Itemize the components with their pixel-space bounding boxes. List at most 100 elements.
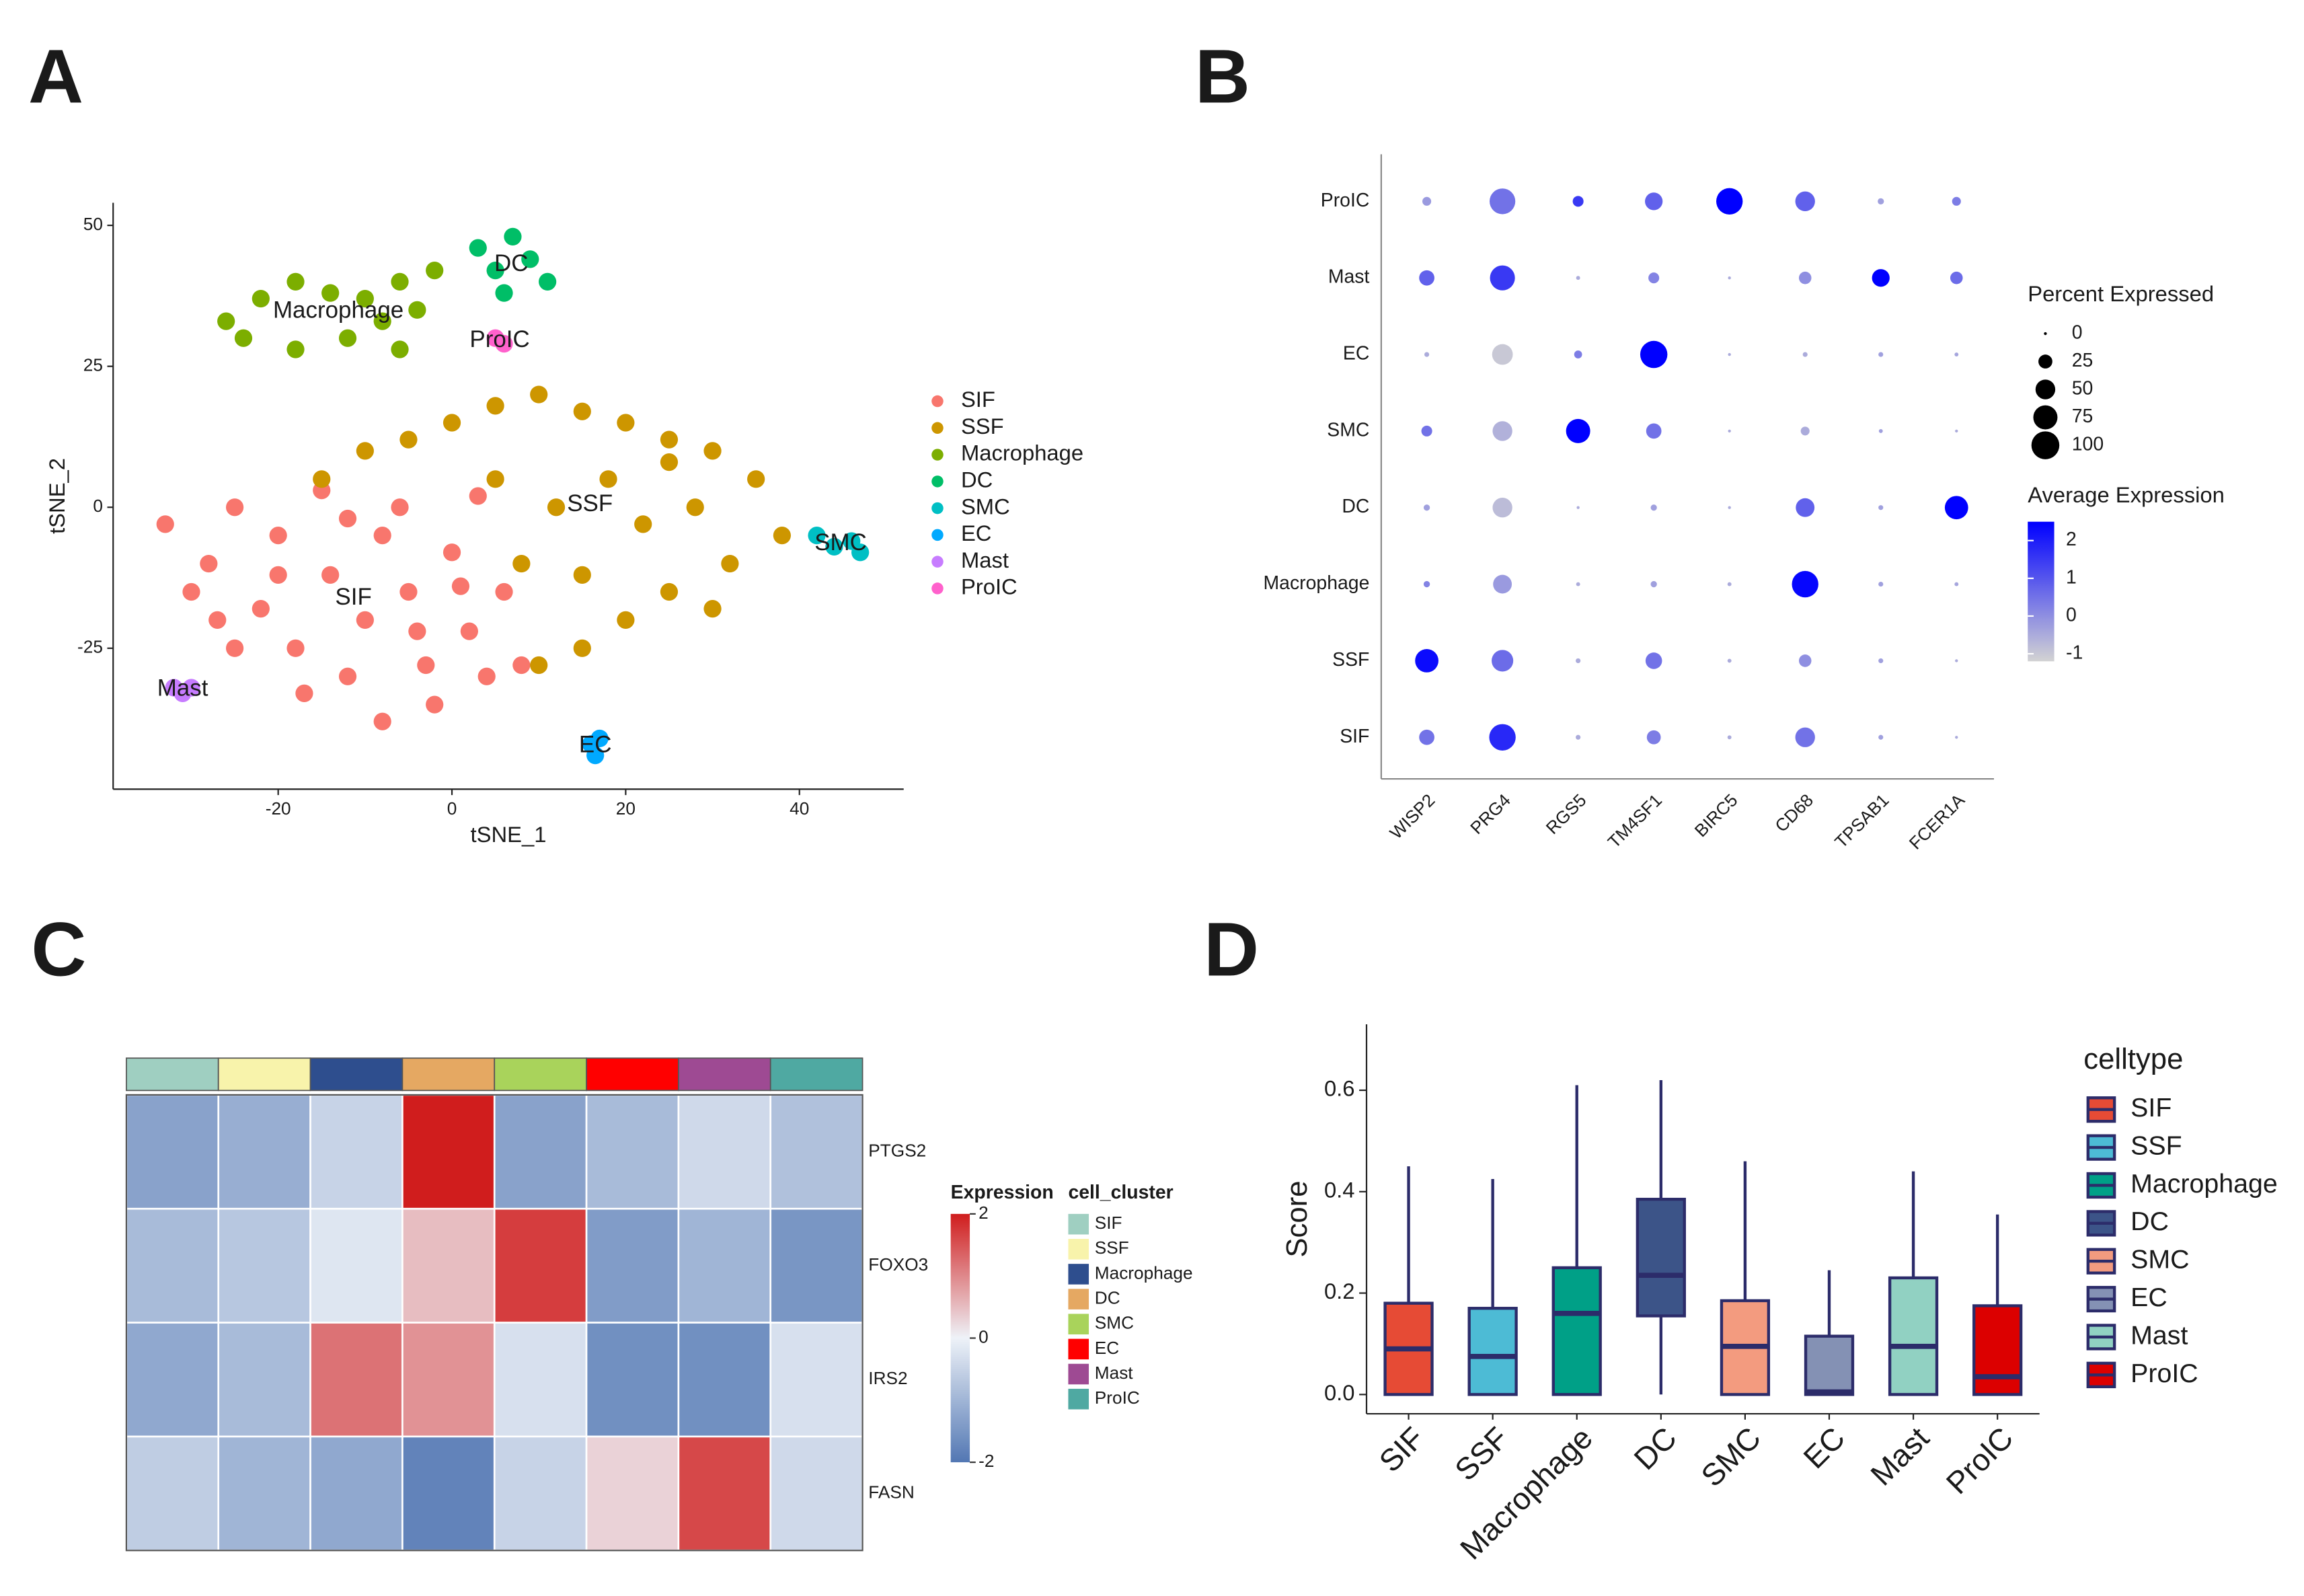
color-tick-label: 2 bbox=[2066, 529, 2077, 550]
point bbox=[460, 622, 478, 640]
heat-cell bbox=[677, 1094, 772, 1210]
legend-label: Mast bbox=[961, 547, 1009, 572]
annotation-cell bbox=[769, 1057, 863, 1092]
point bbox=[156, 515, 174, 533]
point bbox=[530, 656, 548, 675]
heat-cell bbox=[125, 1094, 220, 1210]
y-tick-label: -25 bbox=[77, 637, 103, 657]
dot bbox=[1415, 649, 1438, 673]
y-tick-label: 0.4 bbox=[1324, 1177, 1355, 1202]
dot bbox=[1566, 418, 1590, 443]
heat-cell bbox=[493, 1094, 588, 1210]
point bbox=[356, 611, 374, 630]
annotation-swatch bbox=[1068, 1264, 1089, 1285]
annotation-cell bbox=[401, 1057, 496, 1092]
point bbox=[182, 679, 200, 697]
legend-label: DC bbox=[2130, 1207, 2169, 1236]
cluster-label: SMC bbox=[814, 529, 867, 556]
cluster-label: Macrophage bbox=[273, 297, 404, 324]
point bbox=[808, 527, 826, 545]
dot bbox=[1954, 352, 1959, 356]
point bbox=[573, 639, 591, 657]
dot bbox=[1878, 505, 1884, 510]
dot bbox=[1727, 658, 1732, 663]
dot bbox=[1727, 582, 1732, 586]
box bbox=[1636, 1197, 1686, 1318]
legend-label: SIF bbox=[961, 387, 995, 412]
y-tick-label: 0.6 bbox=[1324, 1076, 1355, 1101]
heat-cell bbox=[677, 1207, 772, 1324]
legend-swatch bbox=[931, 582, 944, 595]
point bbox=[443, 543, 461, 562]
dot bbox=[1878, 352, 1884, 357]
point bbox=[504, 227, 522, 245]
point bbox=[234, 329, 253, 347]
heat-cell bbox=[125, 1207, 220, 1324]
row-label: SMC bbox=[1327, 419, 1369, 441]
legend-label: EC bbox=[2130, 1283, 2167, 1312]
size-legend-dot bbox=[2044, 332, 2047, 336]
point bbox=[660, 430, 679, 449]
dot bbox=[1878, 658, 1884, 664]
size-legend-title: Percent Expressed bbox=[2028, 281, 2214, 306]
dot bbox=[1646, 423, 1662, 439]
panel-letter: D bbox=[1204, 907, 1259, 992]
point bbox=[469, 487, 487, 505]
point bbox=[477, 667, 496, 685]
point bbox=[321, 566, 340, 584]
point bbox=[295, 684, 313, 702]
cluster-label: EC bbox=[579, 731, 612, 757]
legend-label: SIF bbox=[2130, 1093, 2172, 1123]
point bbox=[373, 527, 391, 545]
x-axis-title: tSNE_1 bbox=[471, 822, 547, 847]
row-label: IRS2 bbox=[868, 1368, 907, 1388]
heat-cell bbox=[493, 1435, 588, 1552]
annotation-swatch bbox=[1068, 1338, 1089, 1360]
annotation-legend-label: Macrophage bbox=[1095, 1262, 1193, 1283]
dot bbox=[1576, 658, 1581, 664]
dot bbox=[1492, 650, 1514, 672]
legend-swatch bbox=[931, 502, 944, 515]
dot bbox=[1490, 265, 1515, 291]
point bbox=[495, 582, 513, 601]
point bbox=[573, 566, 591, 584]
point bbox=[356, 442, 374, 460]
box bbox=[1972, 1304, 2023, 1396]
color-bar bbox=[2028, 521, 2055, 662]
point bbox=[521, 250, 539, 268]
x-tick-label: -20 bbox=[266, 798, 291, 819]
legend-swatch bbox=[931, 422, 944, 434]
heat-cell bbox=[769, 1322, 863, 1438]
point bbox=[825, 537, 843, 556]
dot bbox=[1492, 344, 1513, 365]
x-tick-label: 20 bbox=[616, 798, 636, 819]
annotation-swatch bbox=[1068, 1213, 1089, 1235]
legend-label: Macrophage bbox=[961, 441, 1083, 465]
annotation-cell bbox=[678, 1057, 771, 1092]
box bbox=[1467, 1307, 1518, 1396]
point bbox=[252, 289, 270, 308]
point bbox=[217, 312, 235, 330]
heat-cell bbox=[677, 1435, 772, 1552]
point bbox=[703, 442, 722, 460]
dot bbox=[1798, 654, 1812, 667]
dot bbox=[1650, 504, 1657, 511]
point bbox=[225, 498, 244, 517]
color-legend-title: Average Expression bbox=[2028, 482, 2225, 507]
row-label: FASN bbox=[868, 1482, 914, 1503]
dot bbox=[1878, 198, 1884, 204]
point bbox=[512, 656, 531, 675]
color-tick-label: 2 bbox=[978, 1203, 989, 1223]
dot bbox=[1423, 580, 1430, 588]
dot bbox=[1792, 570, 1818, 598]
dot bbox=[1419, 270, 1434, 286]
point bbox=[686, 498, 704, 517]
annotation-swatch bbox=[1068, 1239, 1089, 1260]
legend-label: EC bbox=[961, 521, 992, 545]
point bbox=[469, 239, 487, 257]
point bbox=[338, 667, 357, 685]
point bbox=[269, 566, 287, 584]
cluster-label: SSF bbox=[567, 490, 613, 517]
legend-label: SMC bbox=[2130, 1245, 2189, 1275]
y-axis-title: tSNE_2 bbox=[44, 458, 69, 534]
